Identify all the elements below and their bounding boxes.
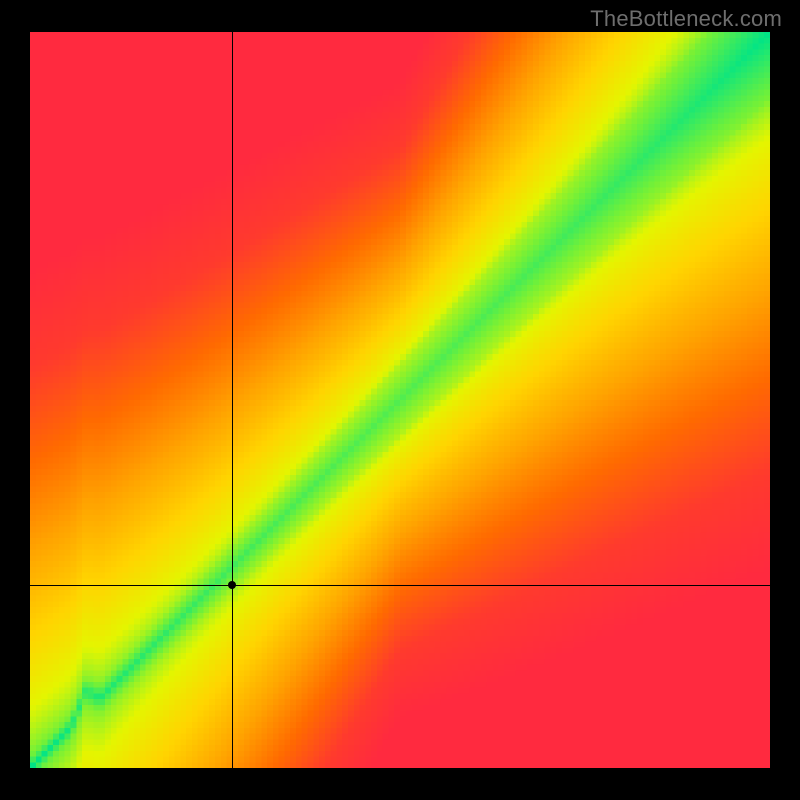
outer-frame: TheBottleneck.com [0, 0, 800, 800]
source-watermark: TheBottleneck.com [590, 6, 782, 32]
crosshair-vertical [232, 32, 233, 768]
crosshair-marker [228, 581, 236, 589]
bottleneck-heatmap [30, 32, 770, 768]
crosshair-horizontal [30, 585, 770, 586]
